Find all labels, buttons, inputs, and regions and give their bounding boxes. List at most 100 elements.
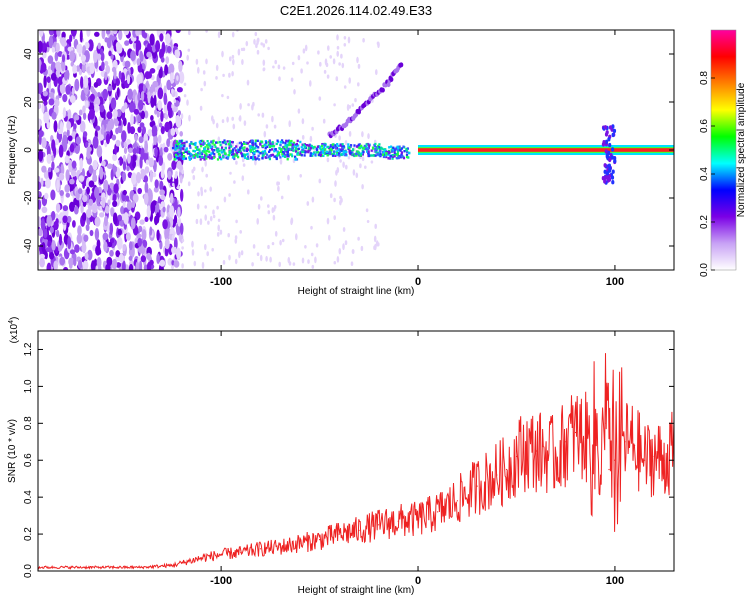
noise-point bbox=[111, 66, 117, 73]
noise-point bbox=[165, 33, 171, 45]
noise-point bbox=[82, 195, 88, 203]
noise-point bbox=[134, 94, 139, 106]
noise-point bbox=[359, 163, 362, 169]
band-point bbox=[374, 148, 377, 151]
band-point bbox=[354, 152, 358, 156]
noise-point bbox=[106, 163, 113, 169]
noise-point bbox=[247, 189, 250, 195]
noise-point bbox=[41, 165, 47, 173]
noise-point bbox=[112, 194, 117, 202]
band-point bbox=[279, 156, 282, 159]
band-point bbox=[406, 155, 409, 159]
snr-point bbox=[565, 441, 567, 443]
band-point bbox=[227, 156, 230, 159]
noise-point bbox=[80, 120, 86, 133]
noise-point bbox=[159, 240, 163, 250]
noise-point bbox=[81, 63, 86, 74]
noise-point bbox=[149, 226, 153, 236]
noise-point bbox=[193, 260, 197, 267]
noise-point bbox=[204, 243, 207, 251]
band-point bbox=[366, 146, 369, 149]
noise-point bbox=[143, 192, 149, 205]
band-point bbox=[258, 158, 261, 161]
band-point bbox=[275, 154, 279, 157]
noise-point bbox=[200, 186, 203, 193]
noise-point bbox=[105, 30, 111, 35]
noise-point bbox=[304, 245, 307, 249]
band-point bbox=[341, 143, 344, 146]
band-point bbox=[250, 156, 253, 160]
noise-point bbox=[279, 158, 283, 165]
band-point bbox=[231, 156, 234, 159]
noise-point bbox=[357, 236, 360, 241]
colorbar-tick-label: 0.4 bbox=[699, 167, 710, 181]
noise-point bbox=[269, 256, 272, 263]
band-point bbox=[312, 152, 315, 156]
noise-point bbox=[139, 260, 143, 270]
noise-point bbox=[242, 163, 246, 167]
noise-point bbox=[51, 139, 56, 152]
band-point bbox=[190, 142, 193, 145]
band-point bbox=[237, 150, 240, 154]
band-point bbox=[243, 141, 246, 144]
noise-point bbox=[344, 140, 348, 146]
noise-point bbox=[87, 39, 94, 52]
noise-point bbox=[104, 60, 109, 66]
noise-point bbox=[277, 64, 281, 70]
band-point bbox=[393, 155, 396, 158]
noise-point bbox=[86, 30, 91, 37]
noise-point bbox=[101, 192, 106, 199]
noise-point bbox=[145, 159, 149, 165]
spectrogram-panel: -100 0 100 -40 -20 0 20 40 Height of straight l… bbox=[7, 29, 675, 297]
noise-point bbox=[228, 72, 231, 78]
noise-point bbox=[272, 65, 275, 69]
noise-point bbox=[63, 266, 69, 270]
noise-point bbox=[144, 181, 149, 194]
noise-point bbox=[228, 193, 231, 197]
noise-point bbox=[175, 129, 179, 135]
band-point bbox=[279, 143, 282, 147]
noise-point bbox=[82, 181, 86, 189]
band-point bbox=[206, 140, 209, 143]
noise-point bbox=[144, 216, 149, 222]
band-point bbox=[304, 151, 307, 154]
noise-point bbox=[173, 260, 180, 268]
band-point bbox=[393, 152, 396, 155]
band-point bbox=[408, 151, 411, 155]
noise-point bbox=[153, 186, 159, 193]
noise-point bbox=[40, 177, 44, 187]
noise-point bbox=[167, 153, 173, 161]
noise-point bbox=[48, 35, 54, 49]
noise-point bbox=[187, 48, 191, 52]
snr-point bbox=[634, 444, 636, 447]
noise-point bbox=[304, 44, 308, 52]
noise-point bbox=[157, 100, 163, 111]
band-point bbox=[341, 148, 344, 151]
noise-point bbox=[122, 244, 126, 252]
noise-point bbox=[113, 183, 119, 194]
band-point bbox=[177, 145, 180, 149]
band-point bbox=[242, 153, 245, 156]
noise-point bbox=[234, 258, 238, 265]
noise-point bbox=[150, 115, 154, 121]
noise-point bbox=[126, 201, 132, 210]
band-point bbox=[342, 150, 345, 153]
noise-point bbox=[116, 87, 120, 98]
band-point bbox=[297, 147, 300, 150]
band-point bbox=[264, 156, 267, 159]
noise-point bbox=[140, 110, 145, 120]
band-point bbox=[229, 149, 232, 152]
band-point bbox=[234, 153, 237, 156]
noise-point bbox=[130, 114, 134, 126]
noise-point bbox=[328, 234, 331, 241]
noise-point bbox=[60, 37, 66, 44]
band-point bbox=[307, 150, 310, 154]
noise-point bbox=[200, 87, 203, 92]
noise-point bbox=[47, 55, 54, 64]
noise-point bbox=[297, 108, 301, 114]
noise-point bbox=[346, 104, 350, 111]
noise-point bbox=[292, 262, 296, 266]
noise-point bbox=[267, 46, 270, 51]
band-point bbox=[284, 144, 287, 147]
band-point bbox=[198, 155, 201, 158]
